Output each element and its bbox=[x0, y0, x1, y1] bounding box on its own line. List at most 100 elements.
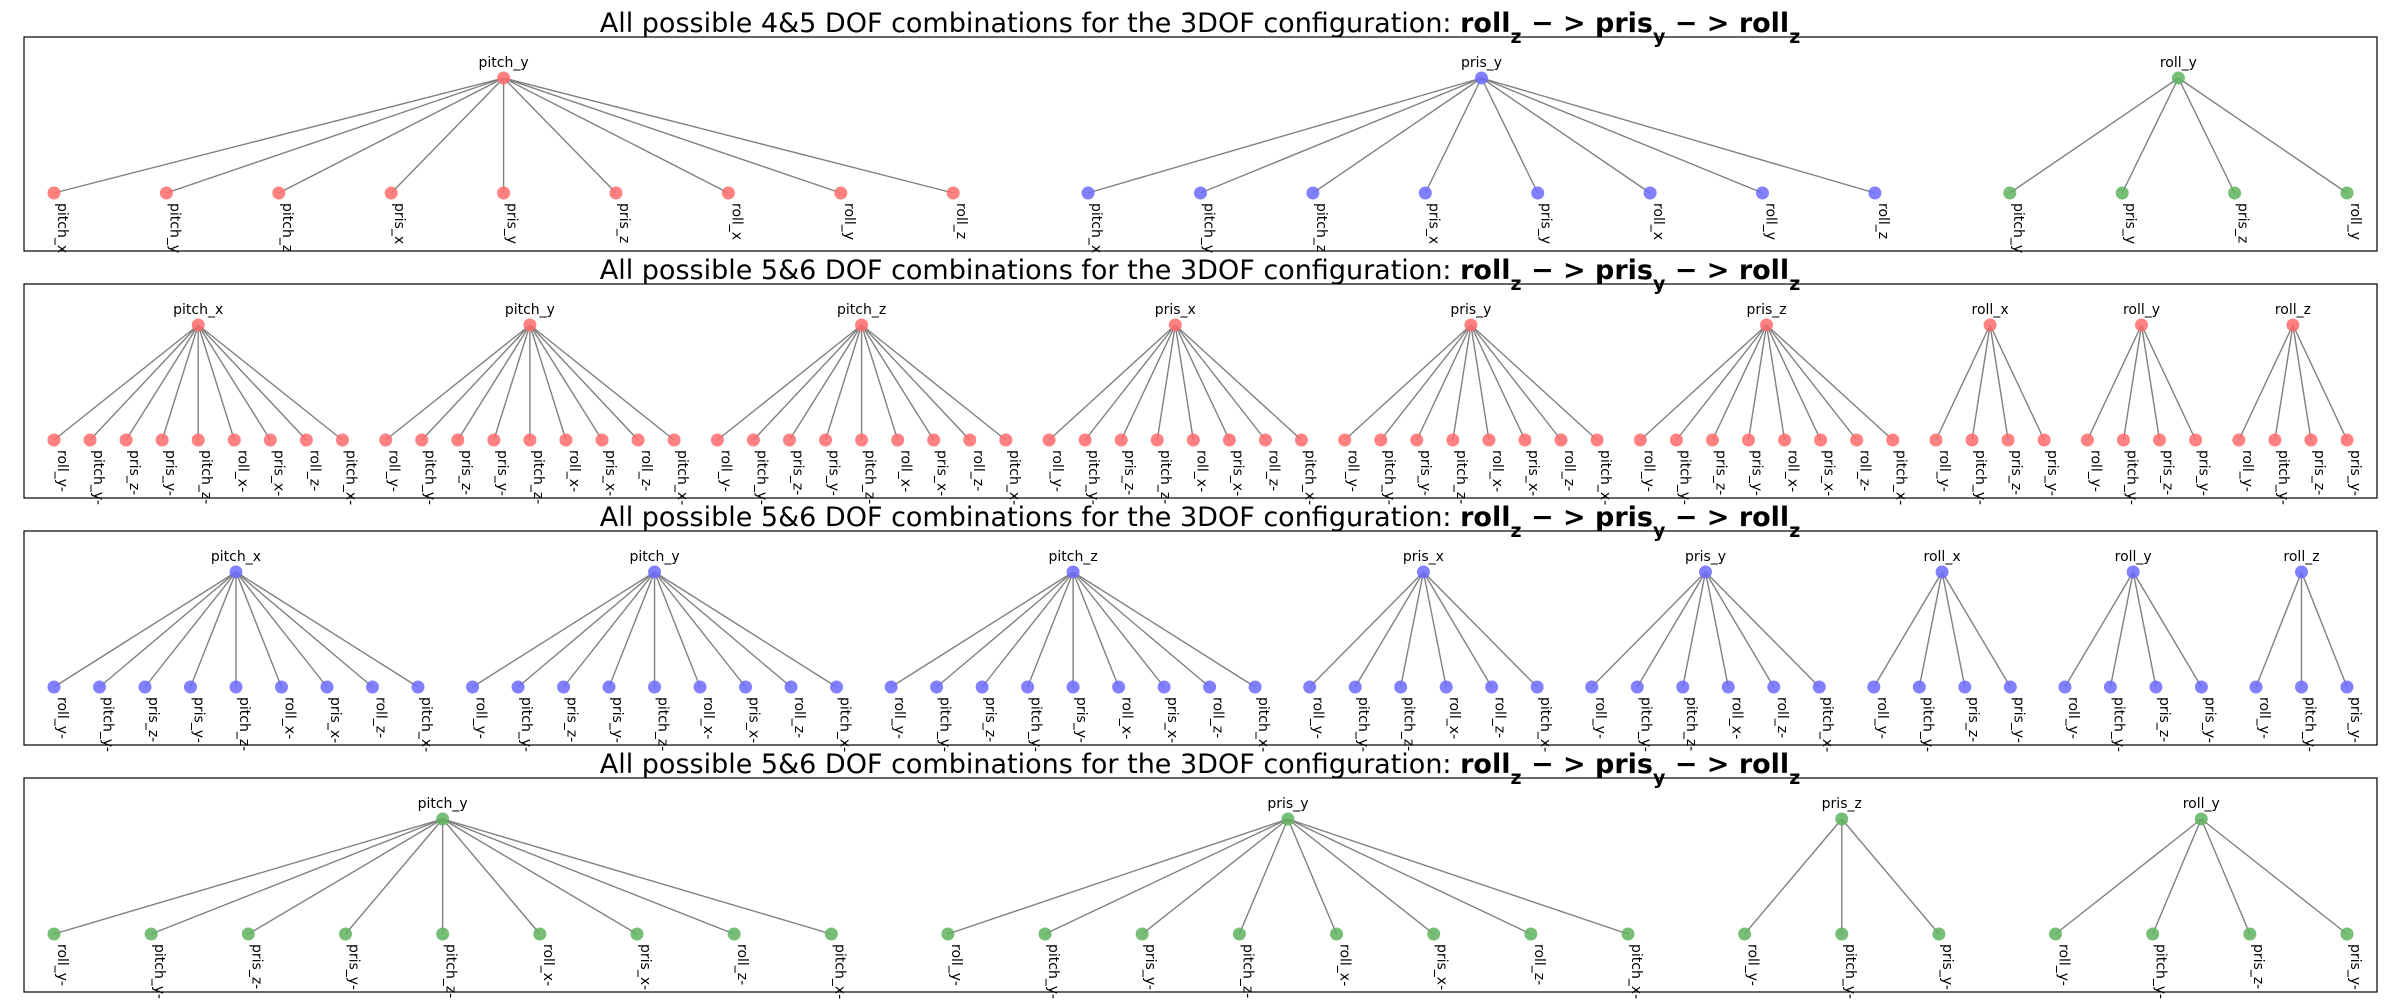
leaf-node bbox=[47, 186, 61, 200]
leaf-node bbox=[1676, 680, 1690, 694]
tree-edge bbox=[2292, 324, 2312, 441]
leaf-node bbox=[227, 433, 241, 447]
tree-edge bbox=[150, 818, 443, 935]
leaf-node-label: pris_z- bbox=[2311, 450, 2327, 495]
tree-edge bbox=[529, 324, 675, 441]
leaf-node-label: roll_y- bbox=[2065, 697, 2081, 739]
leaf-node bbox=[1114, 433, 1128, 447]
root-node-label: pris_z bbox=[1822, 796, 1862, 812]
tree-edge bbox=[197, 324, 343, 441]
tree-edge bbox=[1416, 324, 1472, 441]
tree-edge bbox=[235, 571, 328, 688]
tree-group: pitch_z roll_y-pitch_y-pris_z-pitch_y-pri… bbox=[884, 549, 1271, 752]
leaf-node bbox=[975, 680, 989, 694]
leaf-node-label: pitch_y- bbox=[1085, 450, 1101, 505]
tree-edge bbox=[716, 324, 863, 441]
leaf-node-label: pris_y- bbox=[1142, 944, 1158, 990]
leaf-node-label: roll_y- bbox=[948, 944, 964, 986]
tree-edge bbox=[1424, 77, 1483, 194]
leaf-node bbox=[2049, 927, 2063, 941]
leaf-node-label: pitch_y bbox=[2010, 203, 2026, 253]
leaf-node-label: roll_x- bbox=[700, 697, 716, 739]
leaf-node bbox=[1081, 186, 1095, 200]
tree-edge bbox=[2064, 571, 2134, 688]
leaf-node bbox=[927, 433, 941, 447]
leaf-node bbox=[2189, 433, 2203, 447]
leaf-node-label: pris_y- bbox=[2044, 450, 2060, 496]
leaf-node-label: roll_y- bbox=[1640, 450, 1656, 492]
leaf-node-label: roll_y- bbox=[1345, 450, 1361, 492]
tree-edge bbox=[654, 571, 792, 688]
root-node-label: pitch_y bbox=[629, 549, 679, 565]
leaf-node bbox=[1814, 433, 1828, 447]
leaf-node bbox=[2340, 186, 2354, 200]
leaf-node-label: pitch_y- bbox=[1381, 450, 1397, 505]
leaf-node-label: roll_y- bbox=[386, 450, 402, 492]
tree-edge bbox=[53, 571, 237, 688]
leaf-node-label: roll_z- bbox=[1774, 697, 1790, 738]
leaf-node-label: pitch_y- bbox=[1842, 944, 1858, 999]
leaf-node bbox=[824, 927, 838, 941]
leaf-node bbox=[631, 433, 645, 447]
tree-edge bbox=[503, 77, 729, 194]
leaf-node bbox=[119, 433, 133, 447]
leaf-node bbox=[1021, 680, 1035, 694]
leaf-node bbox=[2228, 186, 2242, 200]
tree-edge bbox=[654, 571, 837, 688]
leaf-node bbox=[451, 433, 465, 447]
leaf-node bbox=[1867, 680, 1881, 694]
leaf-node bbox=[144, 927, 158, 941]
panel-title-math: − > bbox=[1522, 8, 1595, 39]
tree-group: pris_z roll_y-pitch_y-pris_y- bbox=[1738, 796, 1955, 999]
leaf-node bbox=[819, 433, 833, 447]
leaf-node bbox=[1621, 927, 1635, 941]
leaf-node bbox=[2115, 186, 2129, 200]
leaf-node bbox=[746, 433, 760, 447]
root-node-label: pitch_z bbox=[1049, 549, 1098, 565]
tree-edge bbox=[1452, 324, 1472, 441]
leaf-node-label: pris_z- bbox=[1121, 450, 1137, 495]
leaf-node-label: pitch_z- bbox=[655, 697, 671, 751]
leaf-node-label: pitch_x- bbox=[1537, 697, 1553, 752]
leaf-node bbox=[2003, 680, 2017, 694]
leaf-node-label: pris_x- bbox=[270, 450, 286, 496]
leaf-node-label: roll_z- bbox=[1492, 697, 1508, 738]
tree-edge bbox=[653, 571, 701, 688]
tree-edge bbox=[1287, 818, 1532, 935]
tree-edge bbox=[1941, 571, 2011, 688]
leaf-node bbox=[2146, 927, 2160, 941]
root-node bbox=[2194, 812, 2208, 826]
leaf-node-label: pris_z bbox=[2235, 203, 2251, 243]
tree-edge bbox=[247, 818, 444, 935]
leaf-node-label: pris_y bbox=[1538, 203, 1554, 244]
leaf-node-label: pitch_y- bbox=[2302, 697, 2318, 752]
leaf-node-label: roll_y- bbox=[1745, 944, 1761, 986]
tree-edge bbox=[1287, 818, 1435, 935]
leaf-node-label: pitch_y- bbox=[2275, 450, 2291, 505]
tree-edge bbox=[1399, 571, 1425, 688]
tree-group: roll_x roll_y-pitch_y-pris_z-pris_y- bbox=[1929, 302, 2060, 505]
tree-edge bbox=[144, 571, 237, 688]
tree-edge bbox=[1682, 571, 1707, 688]
tree-edge bbox=[517, 571, 655, 688]
leaf-node-label: pitch_x- bbox=[1301, 450, 1317, 505]
leaf-node bbox=[2268, 433, 2282, 447]
leaf-node bbox=[693, 680, 707, 694]
leaf-node-label: pris_x bbox=[1425, 203, 1441, 244]
tree-edge bbox=[2177, 77, 2236, 194]
panel-title-math: − > bbox=[1522, 749, 1595, 780]
leaf-node-label: roll_x- bbox=[234, 450, 250, 492]
leaf-node bbox=[2003, 186, 2017, 200]
tree-edge bbox=[2109, 571, 2134, 688]
leaf-node bbox=[338, 927, 352, 941]
leaf-node-label: pris_y- bbox=[345, 944, 361, 990]
panel-title-math: − > bbox=[1665, 502, 1738, 533]
leaf-node-label: pris_z- bbox=[1965, 697, 1981, 742]
tree-group: pris_z roll_y-pitch_y-pris_z-pris_y-roll_… bbox=[1633, 302, 1909, 505]
leaf-node-label: pitch_x- bbox=[1893, 450, 1909, 505]
tree-edge bbox=[99, 571, 237, 688]
leaf-node-label: pris_z- bbox=[564, 697, 580, 742]
leaf-node-label: pitch_y- bbox=[1355, 697, 1371, 752]
leaf-node-label: pris_x- bbox=[637, 944, 653, 990]
tree-edge bbox=[385, 324, 531, 441]
